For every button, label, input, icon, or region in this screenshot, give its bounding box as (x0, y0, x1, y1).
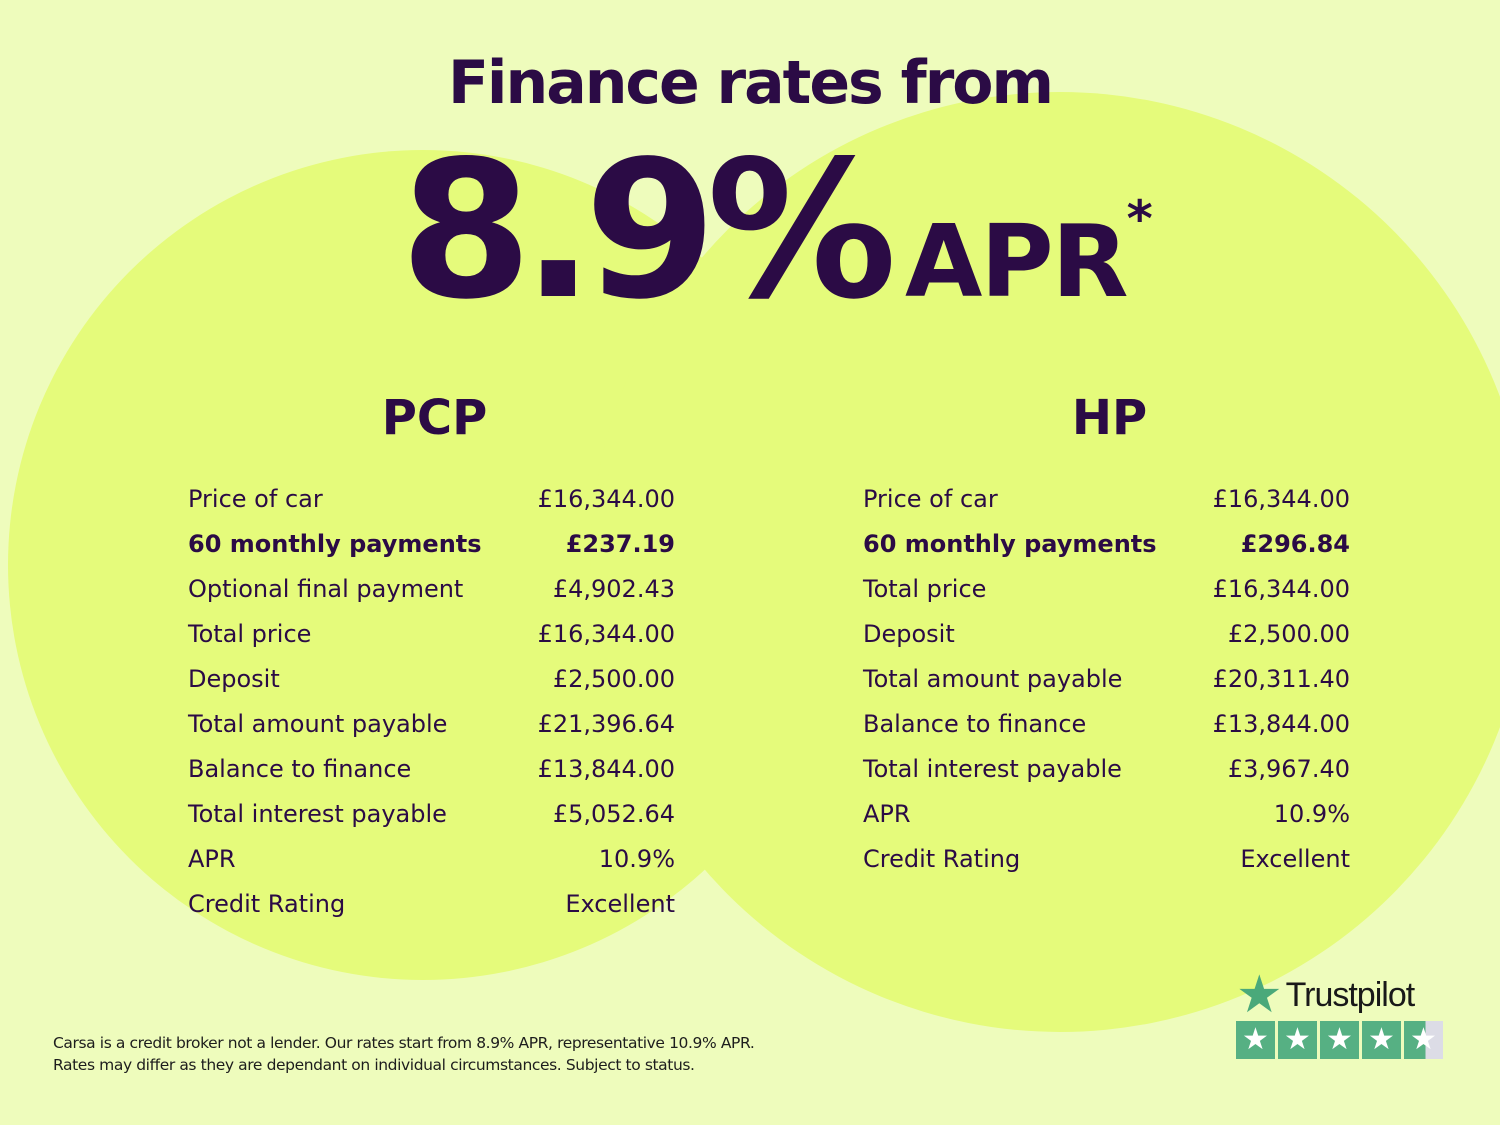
row-label: Price of car (863, 485, 998, 513)
table-row: APR 10.9% (188, 844, 675, 889)
asterisk: * (1126, 190, 1153, 248)
table-row: Total price £16,344.00 (863, 574, 1350, 619)
table-row: Price of car £16,344.00 (863, 484, 1350, 529)
row-label: Total price (188, 620, 312, 648)
table-row: Credit Rating Excellent (863, 844, 1350, 889)
table-row: Credit Rating Excellent (188, 889, 675, 934)
row-label: Deposit (188, 665, 280, 693)
row-value: £13,844.00 (1212, 710, 1350, 738)
table-row: Price of car £16,344.00 (188, 484, 675, 529)
row-value: Excellent (1240, 845, 1350, 873)
rate-value: 8.9% (400, 120, 897, 341)
row-value: £5,052.64 (552, 800, 675, 828)
row-label: Total interest payable (188, 800, 447, 828)
row-value: £296.84 (1240, 530, 1350, 558)
row-label: Balance to finance (863, 710, 1087, 738)
row-value: £2,500.00 (1227, 620, 1350, 648)
row-label: Total interest payable (863, 755, 1122, 783)
row-label: Total amount payable (188, 710, 448, 738)
row-label: Credit Rating (863, 845, 1021, 873)
row-value: £237.19 (565, 530, 675, 558)
table-row: Total amount payable £20,311.40 (863, 664, 1350, 709)
rating-star-icon: ★ (1236, 1021, 1275, 1059)
row-value: £4,902.43 (552, 575, 675, 603)
row-value: 10.9% (598, 845, 675, 873)
table-row: Total amount payable £21,396.64 (188, 709, 675, 754)
row-label: APR (863, 800, 911, 828)
row-label: 60 monthly payments (863, 530, 1157, 558)
row-value: £16,344.00 (1212, 575, 1350, 603)
row-value: 10.9% (1273, 800, 1350, 828)
rating-star-icon: ★ (1278, 1021, 1317, 1059)
table-row: 60 monthly payments £237.19 (188, 529, 675, 574)
row-label: Credit Rating (188, 890, 346, 918)
row-label: APR (188, 845, 236, 873)
row-label: 60 monthly payments (188, 530, 482, 558)
rating-star-icon: ★ (1362, 1021, 1401, 1059)
row-value: £21,396.64 (537, 710, 675, 738)
table-row: Balance to finance £13,844.00 (188, 754, 675, 799)
row-value: Excellent (565, 890, 675, 918)
row-label: Optional final payment (188, 575, 464, 603)
row-label: Deposit (863, 620, 955, 648)
row-label: Total amount payable (863, 665, 1123, 693)
trustpilot-rating: ★ ★ ★ ★ ★ (1236, 1021, 1443, 1059)
star-icon: ★ (1236, 966, 1283, 1024)
row-value: £16,344.00 (1212, 485, 1350, 513)
table-row: APR 10.9% (863, 799, 1350, 844)
table-row: Optional final payment £4,902.43 (188, 574, 675, 619)
row-value: £13,844.00 (537, 755, 675, 783)
pcp-heading: PCP (381, 390, 488, 446)
pcp-table: PCP Price of car £16,344.00 60 monthly pay… (188, 390, 675, 934)
row-value: £2,500.00 (552, 665, 675, 693)
table-row: Deposit £2,500.00 (188, 664, 675, 709)
headline-rate: 8.9% APR* (400, 120, 1153, 341)
table-row: 60 monthly payments £296.84 (863, 529, 1350, 574)
disclaimer: Carsa is a credit broker not a lender. O… (53, 1032, 755, 1076)
disclaimer-line-1: Carsa is a credit broker not a lender. O… (53, 1034, 755, 1052)
row-value: £3,967.40 (1227, 755, 1350, 783)
row-value: £20,311.40 (1212, 665, 1350, 693)
table-row: Deposit £2,500.00 (863, 619, 1350, 664)
table-row: Total price £16,344.00 (188, 619, 675, 664)
trustpilot-badge: ★ Trustpilot ★ ★ ★ ★ ★ (1236, 966, 1443, 1059)
rating-star-icon: ★ (1320, 1021, 1359, 1059)
hp-heading: HP (1071, 390, 1148, 446)
table-row: Total interest payable £3,967.40 (863, 754, 1350, 799)
row-label: Price of car (188, 485, 323, 513)
headline-title: Finance rates from (447, 48, 1054, 118)
trustpilot-name: Trustpilot (1285, 975, 1416, 1014)
row-value: £16,344.00 (537, 620, 675, 648)
background-blob-right (590, 92, 1500, 1032)
hp-table: HP Price of car £16,344.00 60 monthly paym… (863, 390, 1350, 889)
row-label: Total price (863, 575, 987, 603)
row-value: £16,344.00 (537, 485, 675, 513)
table-row: Balance to finance £13,844.00 (863, 709, 1350, 754)
disclaimer-line-2: Rates may differ as they are dependant o… (53, 1056, 695, 1074)
row-label: Balance to finance (188, 755, 412, 783)
table-row: Total interest payable £5,052.64 (188, 799, 675, 844)
rating-star-icon: ★ (1404, 1021, 1443, 1059)
rate-apr: APR (904, 203, 1129, 320)
